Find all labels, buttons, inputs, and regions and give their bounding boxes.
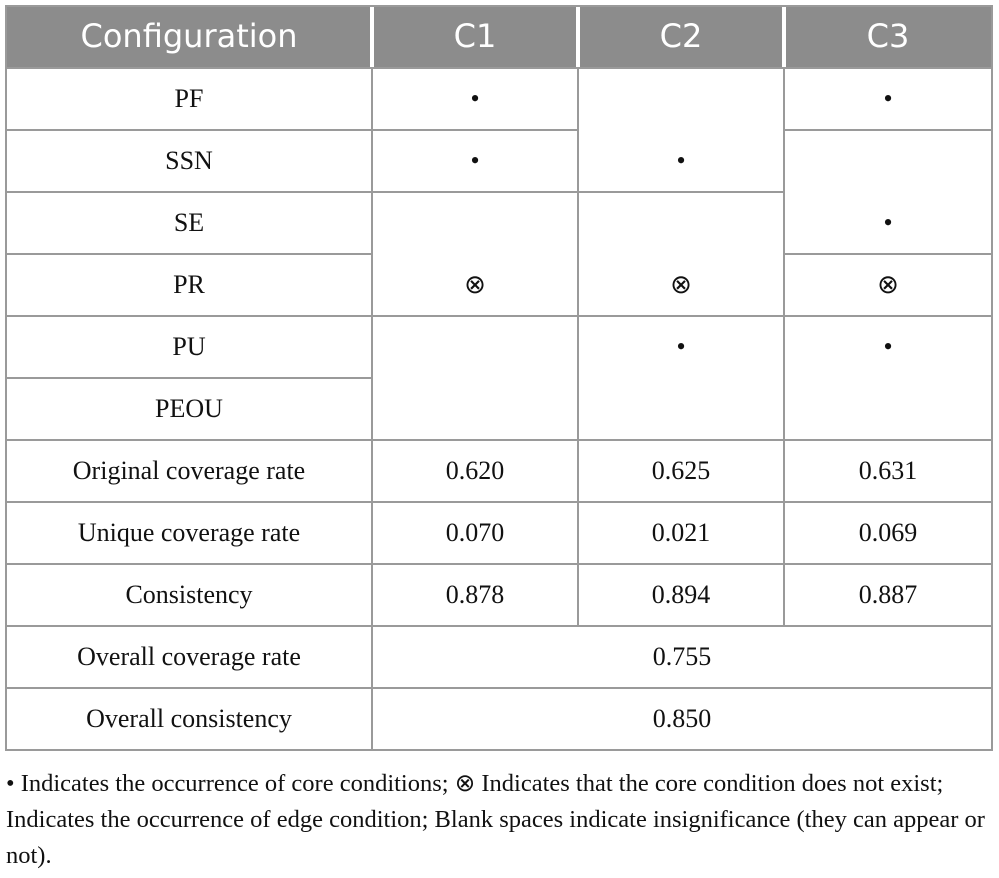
header-cell: Configuration: [80, 17, 297, 55]
cell: •: [676, 146, 685, 175]
cell: 0.620: [446, 456, 505, 485]
cell: •: [883, 208, 892, 237]
cell: ⊗: [464, 270, 486, 299]
cell: 0.850: [653, 704, 712, 733]
table: Configuration C1 C2 C3 PF • • SSN • • SE • PR ⊗ ⊗ ⊗ PU • •…: [5, 5, 993, 751]
cell: 0.755: [653, 642, 712, 671]
cell: •: [470, 84, 479, 113]
cell: 0.021: [652, 518, 711, 547]
row-label: SE: [174, 208, 204, 237]
cell: 0.878: [446, 580, 505, 609]
header-cell: C2: [660, 17, 703, 55]
row-label: Unique coverage rate: [78, 518, 300, 547]
header-cell: C3: [867, 17, 910, 55]
header-separators: [370, 6, 786, 68]
footnote: • Indicates the occurrence of core condi…: [6, 770, 985, 869]
row-label: PR: [173, 270, 205, 299]
row-label: Consistency: [125, 580, 252, 609]
row-label: Original coverage rate: [73, 456, 305, 485]
cell: 0.625: [652, 456, 711, 485]
cell: ⊗: [670, 270, 692, 299]
grid: [5, 5, 993, 751]
cell: 0.070: [446, 518, 505, 547]
row-label: PF: [175, 84, 204, 113]
cell: •: [470, 146, 479, 175]
cell: 0.894: [652, 580, 711, 609]
cell: •: [883, 332, 892, 361]
row-label: Overall consistency: [86, 704, 292, 733]
cell: 0.631: [859, 456, 918, 485]
row-label: Overall coverage rate: [77, 642, 301, 671]
row-label: SSN: [165, 146, 213, 175]
cell: •: [883, 84, 892, 113]
cell: ⊗: [877, 270, 899, 299]
cell: 0.069: [859, 518, 918, 547]
cell: 0.887: [859, 580, 918, 609]
row-label: PEOU: [155, 394, 223, 423]
header-cell: C1: [454, 17, 497, 55]
row-label: PU: [172, 332, 205, 361]
header-bg: [6, 6, 992, 68]
cell: •: [676, 332, 685, 361]
